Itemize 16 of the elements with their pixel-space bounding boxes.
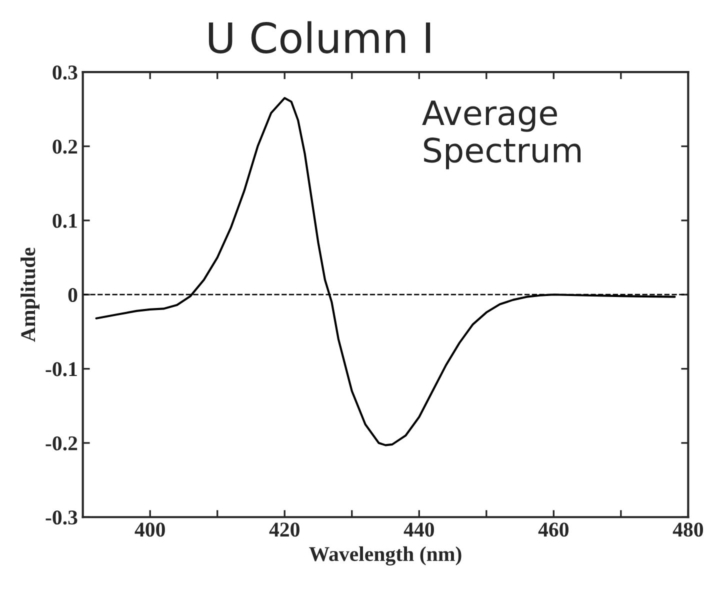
y-tick-label: 0.2 <box>52 140 78 154</box>
y-axis-title: Amplitude <box>20 248 40 342</box>
x-tick-label: 420 <box>269 522 300 537</box>
x-tick-label: 480 <box>672 522 704 537</box>
y-tick-label: 0.3 <box>52 65 78 80</box>
x-tick-label: 440 <box>404 522 434 537</box>
y-tick-label: 0 <box>68 288 78 302</box>
y-tick-label: -0.2 <box>46 436 78 450</box>
y-tick-label: -0.1 <box>46 362 77 376</box>
annotation: Average Spectrum <box>422 100 581 170</box>
x-tick-label: 460 <box>538 522 568 537</box>
y-tick-label: 0.1 <box>52 214 77 228</box>
x-tick-label: 400 <box>134 522 165 537</box>
chart-title: U Column I <box>208 21 430 54</box>
x-axis-title: Wavelength (nm) <box>309 546 462 566</box>
y-tick-label: -0.3 <box>46 510 78 525</box>
